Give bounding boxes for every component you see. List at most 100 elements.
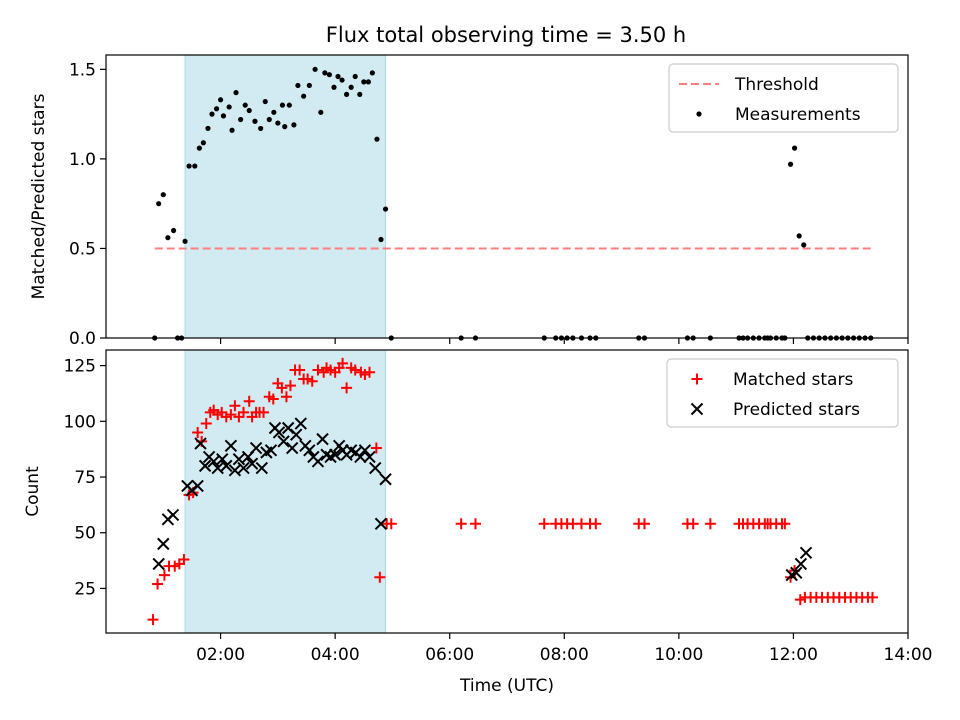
data-point xyxy=(312,66,318,72)
chart-title: Flux total observing time = 3.50 h xyxy=(326,23,686,47)
y-tick-label: 25 xyxy=(74,579,96,599)
data-point xyxy=(213,106,220,112)
data-point xyxy=(178,553,190,565)
data-point xyxy=(704,518,716,530)
data-point xyxy=(232,452,246,466)
legend-marker-swatch xyxy=(690,402,704,416)
data-point xyxy=(238,116,244,123)
data-point xyxy=(306,82,312,89)
legend: Matched stars Predicted stars xyxy=(666,358,899,428)
data-point xyxy=(229,400,241,412)
data-point xyxy=(801,242,807,248)
data-point xyxy=(271,109,277,115)
data-point xyxy=(220,459,233,473)
data-point xyxy=(258,406,270,418)
data-point xyxy=(200,418,212,430)
x-axis-label: Time (UTC) xyxy=(459,676,554,696)
data-point xyxy=(284,380,296,392)
data-point xyxy=(364,366,376,378)
data-point xyxy=(374,571,386,583)
data-point xyxy=(316,432,329,446)
data-point xyxy=(170,227,177,234)
data-point xyxy=(160,192,166,198)
y-tick-label: 0.5 xyxy=(69,239,96,259)
data-point xyxy=(152,578,164,590)
data-point xyxy=(237,461,250,475)
data-point xyxy=(285,441,299,455)
data-point xyxy=(335,73,341,80)
data-point xyxy=(794,557,808,571)
data-point xyxy=(301,93,307,99)
legend-marker-swatch xyxy=(691,373,703,385)
flux-ratio-panel: 0.0 0.5 1.0 1.5 Matched/Predicted stars Thres… xyxy=(29,54,909,349)
observing-window-band xyxy=(184,349,387,634)
data-point xyxy=(200,140,206,146)
legend-box xyxy=(668,63,899,133)
data-point xyxy=(687,518,699,530)
data-point xyxy=(198,459,212,473)
data-point xyxy=(224,439,238,453)
data-point xyxy=(294,364,306,376)
data-point xyxy=(255,461,269,475)
data-point xyxy=(291,122,297,128)
y-tick-label: 1.0 xyxy=(69,150,96,170)
data-point xyxy=(357,91,363,98)
legend-box xyxy=(666,358,899,428)
legend-entry-label: Threshold xyxy=(734,75,819,95)
data-point xyxy=(157,537,170,551)
data-point xyxy=(365,79,371,85)
data-point xyxy=(326,72,333,78)
data-point xyxy=(382,206,389,212)
data-point xyxy=(237,406,249,418)
data-point xyxy=(289,428,303,441)
data-point xyxy=(194,437,207,450)
data-point xyxy=(374,517,388,531)
data-point xyxy=(791,145,798,151)
x-tick-label: 02:00 xyxy=(196,645,245,665)
data-point xyxy=(348,84,354,90)
legend-marker-swatch xyxy=(696,111,702,117)
data-point xyxy=(318,109,324,115)
data-point xyxy=(279,102,286,108)
data-point xyxy=(469,518,481,530)
data-point xyxy=(354,450,367,464)
y-tick-label: 1.5 xyxy=(69,60,96,80)
data-point xyxy=(385,518,397,530)
data-point xyxy=(166,508,180,522)
x-tick-label: 14:00 xyxy=(884,645,933,665)
y-tick-label: 0.0 xyxy=(69,329,96,349)
data-point xyxy=(267,393,279,405)
data-point xyxy=(182,238,188,244)
data-point xyxy=(191,479,204,493)
data-point xyxy=(294,417,307,430)
data-point xyxy=(243,395,255,407)
data-point xyxy=(311,455,325,468)
data-point xyxy=(790,566,803,580)
data-point xyxy=(370,442,382,454)
series-predicted-stars xyxy=(152,417,813,582)
y-tick-label: 50 xyxy=(74,524,96,544)
data-point xyxy=(152,557,165,571)
axes-frame xyxy=(105,349,909,634)
data-point xyxy=(638,518,650,530)
data-point xyxy=(312,364,324,376)
data-point xyxy=(379,473,392,486)
data-point xyxy=(779,518,791,530)
data-point xyxy=(358,444,372,457)
x-tick-label: 04:00 xyxy=(311,645,360,665)
x-tick-label: 10:00 xyxy=(654,645,703,665)
data-point xyxy=(192,163,198,169)
legend-entry-label: Predicted stars xyxy=(733,400,860,420)
data-point xyxy=(349,364,361,376)
data-point xyxy=(275,120,281,126)
data-point xyxy=(242,102,248,108)
data-point xyxy=(165,235,171,241)
data-point xyxy=(538,518,550,530)
data-point xyxy=(249,441,263,455)
data-point xyxy=(799,546,813,559)
data-point xyxy=(378,236,384,243)
data-point xyxy=(229,127,235,133)
data-point xyxy=(363,450,376,464)
data-point xyxy=(369,70,375,76)
